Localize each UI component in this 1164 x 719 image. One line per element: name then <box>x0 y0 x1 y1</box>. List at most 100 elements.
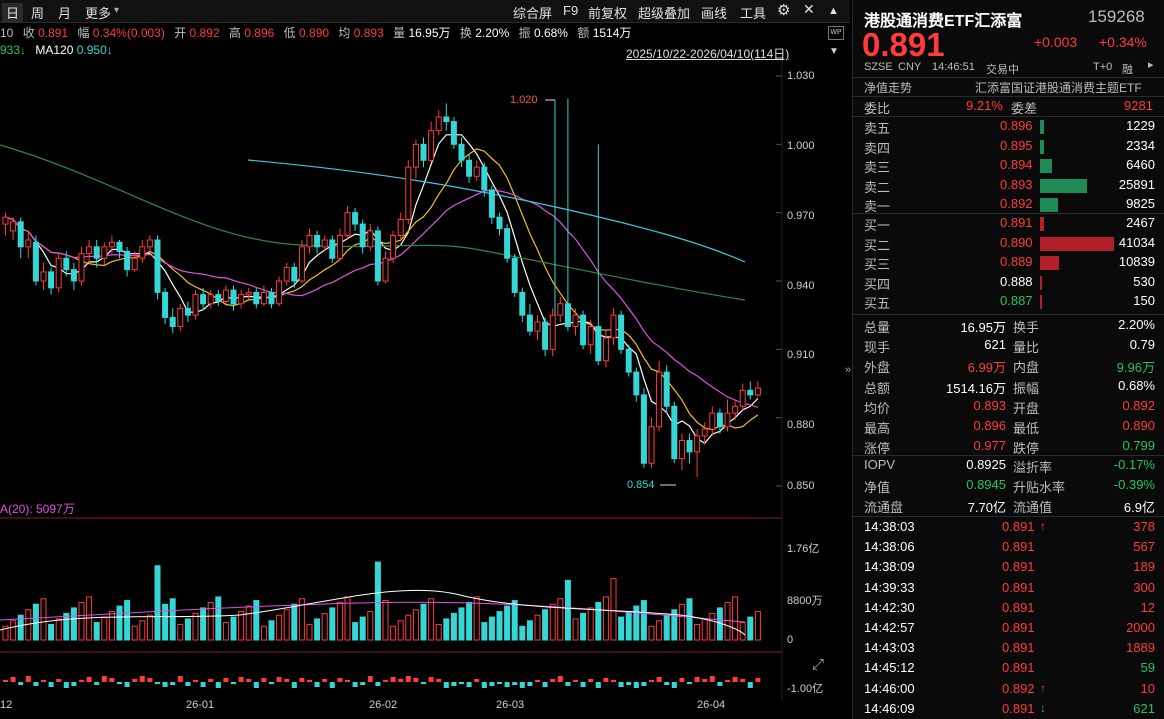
candle-down <box>488 189 495 218</box>
range-dropdown-icon[interactable]: ▼ <box>829 46 839 57</box>
macd-bar <box>375 682 381 686</box>
candle-down <box>580 314 587 346</box>
wp-badge-icon[interactable]: WP <box>828 26 844 40</box>
tab-monthly[interactable]: 月 <box>58 6 72 21</box>
volume-bar <box>564 579 571 641</box>
amount-value: 1514万 <box>592 26 632 40</box>
stat-value: 621 <box>984 337 1006 353</box>
ask-level-price: 0.895 <box>1000 137 1033 153</box>
macd-bar <box>519 682 525 688</box>
candle-down <box>200 294 207 305</box>
composite-screen-button[interactable]: 综合屏 <box>513 6 553 21</box>
nav-trend-link[interactable]: 净值走势 <box>864 81 913 95</box>
volume-bar <box>253 600 260 641</box>
change-value: 0.34%(0.003) <box>92 26 165 40</box>
expand-icon[interactable]: ⤢ <box>812 656 825 673</box>
avg-label: 均 <box>338 26 351 40</box>
collapse-up-icon[interactable]: ▲ <box>828 5 839 17</box>
turnover-label: 换 <box>459 26 472 40</box>
volume-bar <box>374 561 381 641</box>
order-diff-value: 9281 <box>1124 98 1153 113</box>
volume-bar <box>291 603 298 641</box>
volume-bar <box>557 598 564 641</box>
candle-down <box>640 394 647 464</box>
macd-bar <box>725 680 730 682</box>
candle-up <box>86 246 93 255</box>
date-range[interactable]: 2025/10/22-2026/04/10(114日) <box>626 47 790 61</box>
macd-bar <box>717 682 723 686</box>
stat-value: 0.896 <box>973 418 1006 433</box>
tab-more[interactable]: 更多 <box>85 6 112 21</box>
macd-bar <box>512 682 518 685</box>
macd-bar <box>466 682 472 687</box>
volume-bar <box>215 596 222 641</box>
volume-bar <box>48 623 55 641</box>
macd-bar <box>671 682 677 688</box>
volume-bar <box>245 605 252 641</box>
volume-bar <box>458 607 465 641</box>
macd-bar <box>573 680 578 682</box>
macd-bar <box>322 679 328 682</box>
macd-bar <box>223 678 229 682</box>
close-icon[interactable]: ✕ <box>803 1 815 17</box>
volume-bar <box>146 614 153 641</box>
candle-down <box>215 294 222 303</box>
f9-button[interactable]: F9 <box>563 3 579 18</box>
ma-line: 933↓ MA120 0.950↓ <box>0 43 113 61</box>
volume-bar <box>602 596 609 641</box>
candle-down <box>17 221 24 248</box>
stat-label: 振幅 <box>1013 380 1040 396</box>
stat-value: 0.79 <box>1129 337 1155 353</box>
gear-icon[interactable]: ⚙ <box>777 2 791 19</box>
index-name: 汇添富国证港股通消费主题ETF <box>975 81 1142 95</box>
candle-up <box>648 426 655 464</box>
tick-volume: 10 <box>1140 680 1155 696</box>
vol-value: 16.95万 <box>408 26 451 40</box>
tick-price: 0.891 <box>1002 559 1035 575</box>
ma120-line <box>247 159 746 263</box>
bid-level-label: 买五 <box>864 296 891 311</box>
volume-bar <box>352 622 359 641</box>
macd-bar <box>147 678 153 682</box>
candle-up <box>709 412 716 430</box>
turnover-value: 2.20% <box>475 26 510 40</box>
candle-down <box>716 412 723 428</box>
candle-down <box>63 257 70 271</box>
candle-down <box>48 271 55 289</box>
forward-adjust-button[interactable]: 前复权 <box>588 6 628 21</box>
bid-level-label: 买二 <box>864 237 891 253</box>
chevron-down-icon[interactable]: ▾ <box>114 5 120 16</box>
candle-up <box>572 314 579 328</box>
tools-button[interactable]: 工具 <box>740 6 767 21</box>
tick-price: 0.891 <box>1002 620 1035 635</box>
macd-bar <box>428 677 434 682</box>
volume-bar <box>268 620 275 641</box>
tab-weekly[interactable]: 周 <box>31 6 45 21</box>
candle-down <box>359 223 366 248</box>
more-icon[interactable]: ▸ <box>1148 59 1154 71</box>
macd-bar <box>71 682 77 686</box>
vol-label: 量 <box>393 26 406 40</box>
draw-line-button[interactable]: 画线 <box>701 6 728 21</box>
macd-bar <box>740 679 746 682</box>
candle-down <box>169 316 176 328</box>
ma5-line <box>5 134 759 444</box>
volume-bar <box>162 603 169 641</box>
volume-bar <box>63 612 70 641</box>
tick-time: 14:42:57 <box>864 620 915 635</box>
volume-bar <box>124 600 131 641</box>
candle-up <box>146 239 153 248</box>
candle-up <box>276 280 283 305</box>
panel-toggle-icon[interactable]: » <box>845 364 852 376</box>
super-overlay-button[interactable]: 超级叠加 <box>638 6 691 21</box>
stat-value: 9.96万 <box>1116 360 1155 376</box>
bid-volume-bar <box>1040 217 1045 231</box>
tick-volume: 300 <box>1133 579 1155 595</box>
volume-bar <box>207 601 214 641</box>
macd-bar <box>3 680 8 682</box>
tab-daily[interactable]: 日 <box>2 3 24 22</box>
candle-down <box>162 291 169 318</box>
amplitude-label: 振 <box>518 26 531 40</box>
volume-bar <box>526 620 533 641</box>
tick-volume: 1889 <box>1126 640 1155 656</box>
